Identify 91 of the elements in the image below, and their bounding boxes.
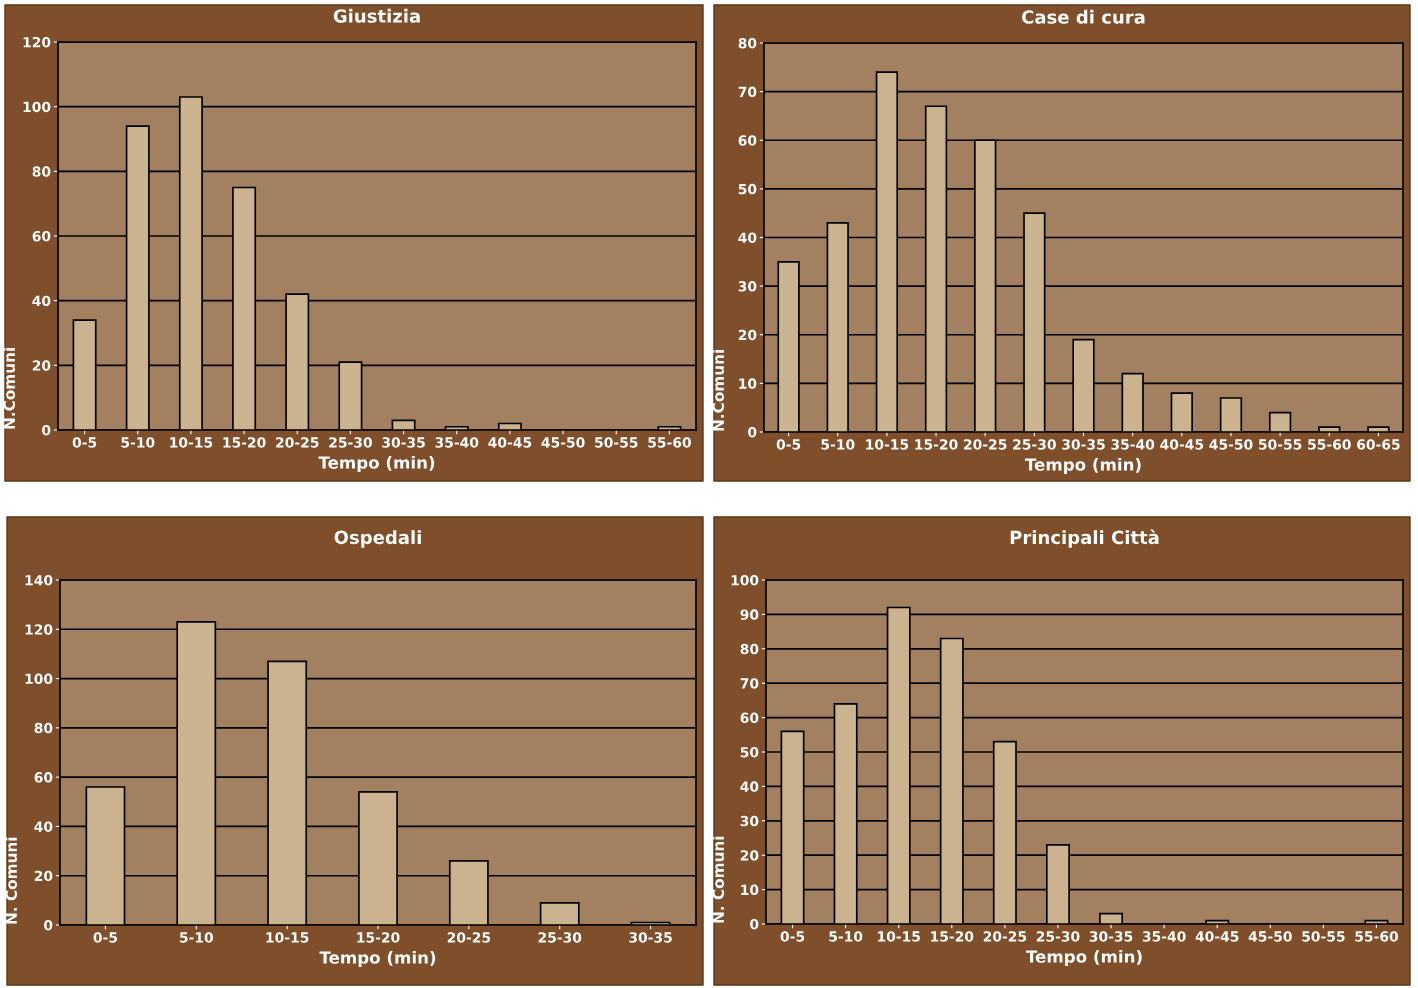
y-tick-label: 0 xyxy=(42,424,51,436)
x-tick-label: 40-45 xyxy=(1160,439,1204,450)
y-axis-title: N. Comuni xyxy=(712,836,725,923)
y-axis-title: N. Comuni xyxy=(5,837,18,924)
x-tick-label: 30-35 xyxy=(1089,931,1133,942)
x-tick-label: 20-25 xyxy=(983,931,1027,942)
x-tick-label: 35-40 xyxy=(1111,439,1155,450)
x-tick-label: 5-10 xyxy=(829,931,863,942)
y-tick-label: 10 xyxy=(739,378,757,389)
chart-title: Principali Città xyxy=(1010,529,1159,548)
y-tick-label: 100 xyxy=(25,673,53,685)
x-tick-label: 15-20 xyxy=(357,932,400,943)
x-tick-label: 50-55 xyxy=(1302,931,1345,942)
x-tick-label: 0-5 xyxy=(72,437,97,448)
x-axis-title: Tempo (min) xyxy=(1024,457,1141,475)
x-tick-label: 20-25 xyxy=(447,932,491,943)
x-tick-label: 50-55 xyxy=(1258,439,1302,450)
x-tick-label: 15-20 xyxy=(915,439,958,450)
y-tick-label: 50 xyxy=(738,183,757,195)
y-axis-title: N.Comuni xyxy=(712,350,725,431)
x-tick-label: 15-20 xyxy=(223,437,266,448)
y-tick-label: 30 xyxy=(740,815,759,827)
x-tick-label: 40-45 xyxy=(1195,931,1239,942)
chart-title: Giustizia xyxy=(333,8,420,23)
x-axis-title: Tempo (min) xyxy=(318,455,435,473)
y-tick-label: 20 xyxy=(34,870,53,882)
x-tick-label: 55-60 xyxy=(648,437,691,448)
y-axis-title: N.Comuni xyxy=(3,348,16,429)
x-tick-label: 40-45 xyxy=(488,437,532,448)
x-tick-label: 35-40 xyxy=(1142,931,1186,942)
y-tick-label: 60 xyxy=(34,772,53,783)
y-tick-label: 40 xyxy=(34,821,53,832)
y-tick-label: 120 xyxy=(25,624,53,635)
x-tick-label: 10-15 xyxy=(866,439,909,450)
y-tick-label: 70 xyxy=(738,86,757,98)
y-tick-label: 100 xyxy=(23,101,51,113)
x-tick-label: 15-20 xyxy=(931,931,974,942)
x-tick-label: 5-10 xyxy=(121,437,155,448)
x-tick-label: 25-30 xyxy=(329,437,372,448)
y-tick-label: 60 xyxy=(740,712,759,724)
y-tick-label: 120 xyxy=(23,36,51,48)
x-tick-label: 30-35 xyxy=(1062,439,1105,450)
y-tick-label: 80 xyxy=(32,166,51,177)
x-tick-label: 35-40 xyxy=(435,437,479,448)
y-tick-label: 0 xyxy=(748,426,757,438)
x-tick-label: 55-60 xyxy=(1308,439,1351,450)
y-tick-label: 0 xyxy=(750,918,759,930)
y-tick-label: 20 xyxy=(32,360,51,371)
y-tick-label: 100 xyxy=(731,574,759,586)
y-tick-label: 40 xyxy=(740,781,759,792)
x-tick-label: 20-25 xyxy=(276,437,319,448)
x-tick-label: 0-5 xyxy=(93,932,117,943)
y-tick-label: 80 xyxy=(34,722,53,734)
y-tick-label: 20 xyxy=(740,850,759,861)
x-axis-title: Tempo (min) xyxy=(319,950,436,968)
x-tick-label: 10-15 xyxy=(266,932,309,943)
x-tick-label: 20-25 xyxy=(964,439,1007,450)
y-tick-label: 90 xyxy=(740,609,759,620)
x-tick-label: 5-10 xyxy=(179,932,213,943)
y-tick-label: 30 xyxy=(738,281,757,292)
y-tick-label: 60 xyxy=(738,135,757,146)
x-tick-label: 25-30 xyxy=(538,932,582,943)
y-tick-label: 70 xyxy=(740,678,759,689)
y-tick-label: 80 xyxy=(740,643,759,655)
x-axis-title: Tempo (min) xyxy=(1025,949,1142,967)
chart-title: Ospedali xyxy=(334,530,421,548)
x-tick-label: 45-50 xyxy=(541,437,585,448)
x-tick-label: 45-50 xyxy=(1209,439,1253,450)
y-tick-label: 10 xyxy=(741,884,759,896)
x-tick-label: 10-15 xyxy=(170,437,213,448)
y-tick-label: 140 xyxy=(25,574,53,586)
x-tick-label: 60-65 xyxy=(1357,439,1400,450)
chart-title: Case di cura xyxy=(1022,9,1145,24)
x-tick-label: 50-55 xyxy=(595,437,638,448)
y-tick-label: 40 xyxy=(32,295,51,307)
y-tick-label: 50 xyxy=(740,746,759,758)
x-tick-label: 30-35 xyxy=(382,437,425,448)
x-tick-label: 0-5 xyxy=(780,931,805,942)
x-tick-label: 25-30 xyxy=(1013,439,1056,450)
y-tick-label: 40 xyxy=(738,232,757,243)
x-tick-label: 25-30 xyxy=(1036,931,1080,942)
y-tick-label: 0 xyxy=(44,919,53,931)
x-tick-label: 0-5 xyxy=(776,439,801,450)
x-tick-label: 10-15 xyxy=(878,931,920,942)
x-tick-label: 55-60 xyxy=(1355,931,1398,942)
y-tick-label: 20 xyxy=(738,329,757,341)
x-tick-label: 45-50 xyxy=(1248,931,1292,942)
y-tick-label: 60 xyxy=(32,230,51,242)
y-tick-label: 80 xyxy=(738,37,757,49)
x-tick-label: 5-10 xyxy=(821,439,855,450)
x-tick-label: 30-35 xyxy=(629,932,672,943)
